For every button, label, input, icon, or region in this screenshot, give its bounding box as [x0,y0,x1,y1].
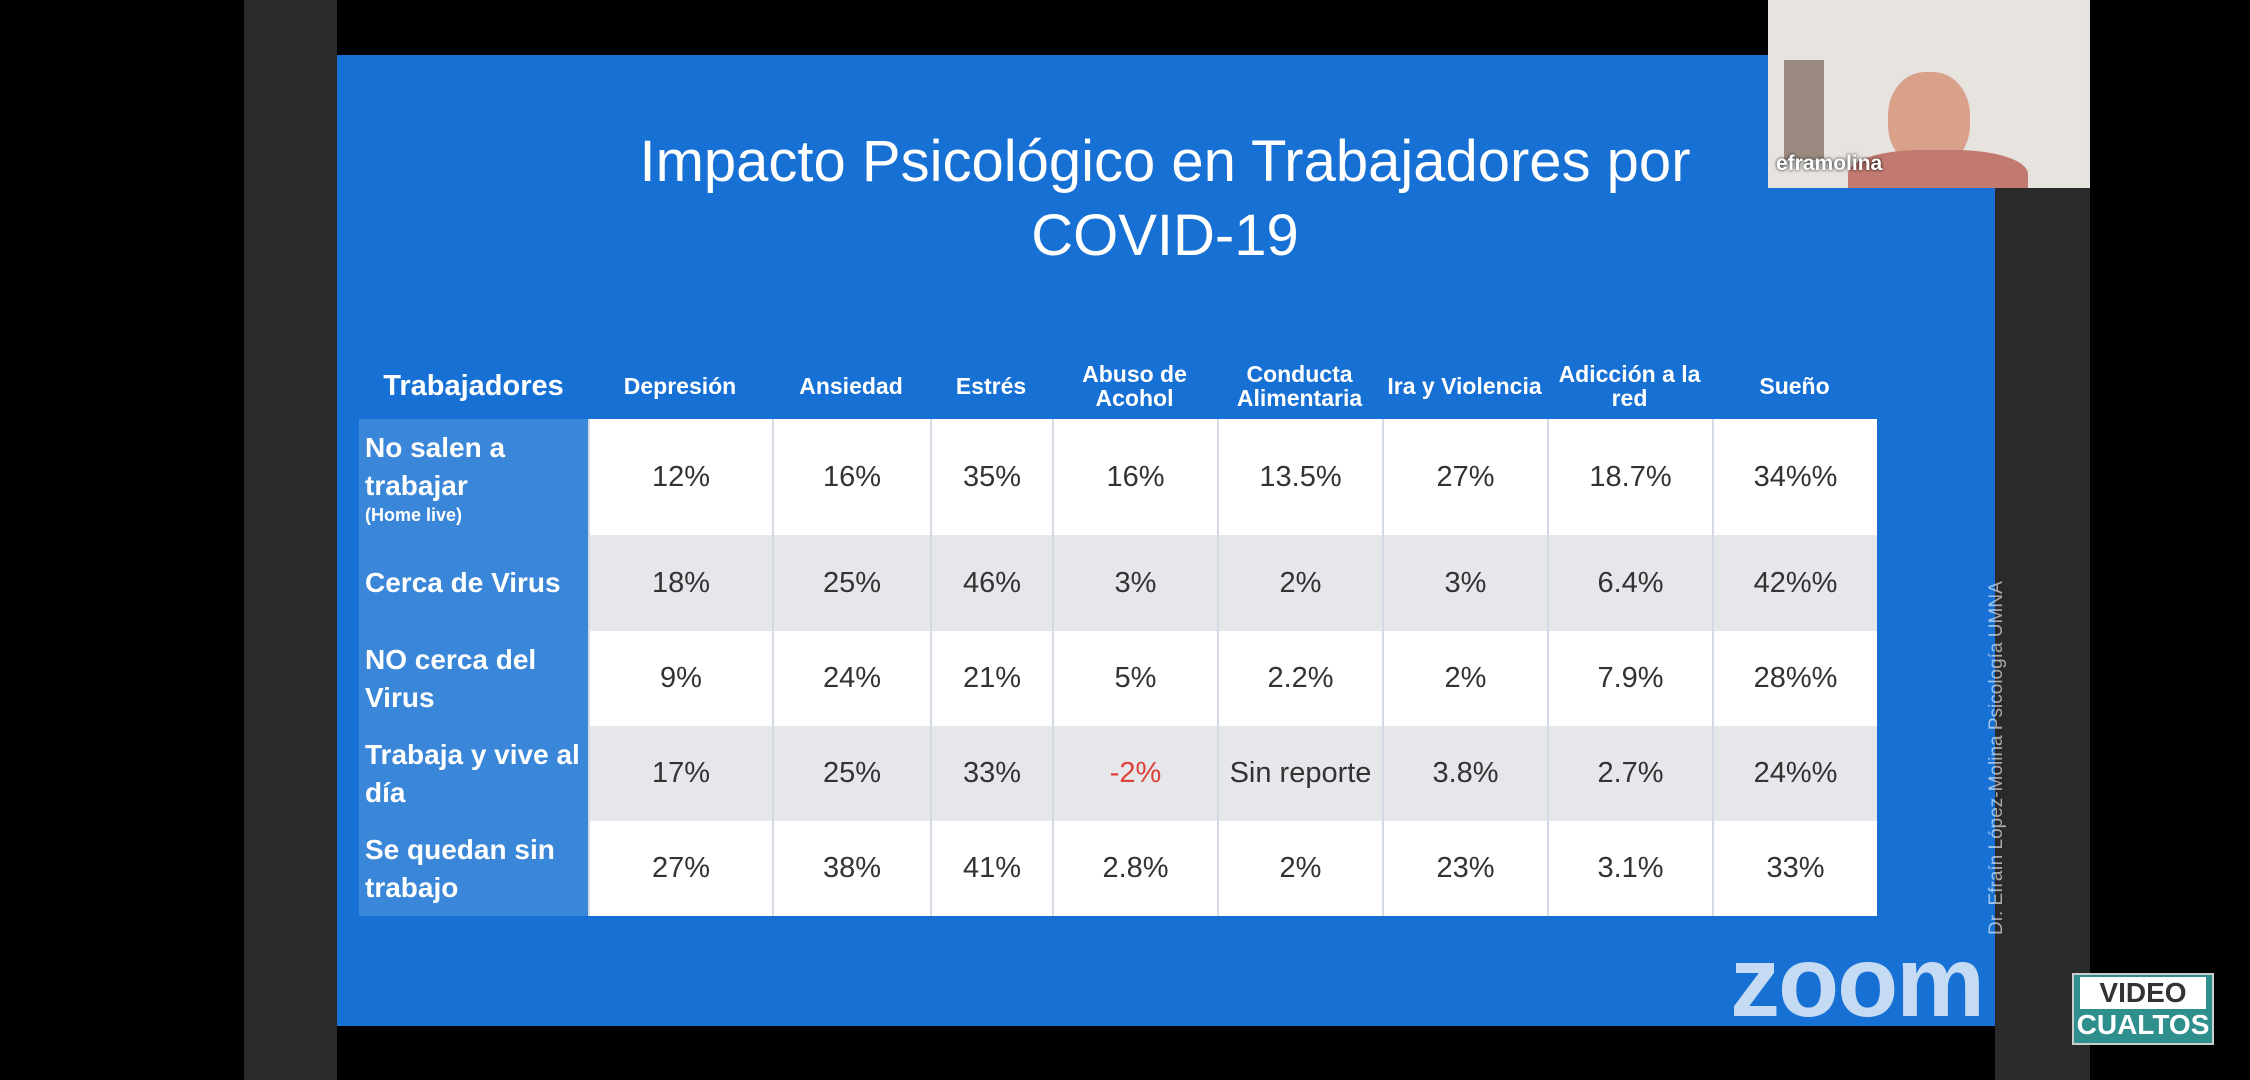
cell: 5% [1052,631,1217,726]
cell: 16% [772,419,930,535]
cell: -2% [1052,726,1217,821]
row-label: Se quedan sin trabajo [365,833,555,903]
row-header: Se quedan sin trabajo [359,821,588,916]
column-header: Depresión [623,372,737,399]
cell: 2% [1217,821,1382,916]
cell: 25% [772,726,930,821]
cell: 7.9% [1547,631,1712,726]
cell: 3.1% [1547,821,1712,916]
cell: 3% [1382,535,1547,631]
slide-title: Impacto Psicológico en Trabajadores por … [639,129,1691,268]
table: Trabajadores Depresión Ansiedad Estrés Abuso… [359,352,1877,916]
row-header: No salen a trabajar (Home live) [359,419,588,535]
cell: 46% [930,535,1052,631]
cell: 2% [1382,631,1547,726]
cell: 13.5% [1217,419,1382,535]
cell: 24%% [1712,726,1877,821]
cell: 25% [772,535,930,631]
cell: 6.4% [1547,535,1712,631]
side-strip [244,0,337,1080]
cell: 9% [588,631,772,726]
cell: 41% [930,821,1052,916]
column-header: Ira y Violencia [1387,372,1542,399]
column-header: Adicción a la red [1558,360,1701,411]
participant-name: eframolina [1776,152,1883,175]
body [1848,150,2028,188]
cell: 24% [772,631,930,726]
row-header: Trabaja y vive al día [359,726,588,821]
column-header: Ansiedad [799,372,903,399]
cell: 28%% [1712,631,1877,726]
column-header: Abuso de Acohol [1082,360,1187,411]
row-label: No salen a trabajar [365,432,506,501]
cell: 3% [1052,535,1217,631]
cell: 12% [588,419,772,535]
column-header: Estrés [955,372,1027,399]
background-object [1784,60,1824,160]
column-header: Sueño [1759,372,1830,399]
cell: 27% [1382,419,1547,535]
cell: 23% [1382,821,1547,916]
credit: Dr. Efraín López-Molina Psicología UMNA [1986,581,2007,935]
cell: 16% [1052,419,1217,535]
cell: 33% [930,726,1052,821]
row-label: NO cerca del Virus [365,643,537,713]
zoom-watermark: zoom [1730,926,1985,1038]
cell: 33% [1712,821,1877,916]
cell: 2.2% [1217,631,1382,726]
participant-video[interactable]: eframolina [1768,0,2090,188]
cell: 27% [588,821,772,916]
column-header: Conducta Alimentaria [1236,360,1363,411]
logo-line: VIDEO [2080,977,2206,1009]
slide: Impacto Psicológico en Trabajadores por … [337,55,2007,1026]
cell: 2.8% [1052,821,1217,916]
cell: 18.7% [1547,419,1712,535]
cell: 38% [772,821,930,916]
cell: 34%% [1712,419,1877,535]
cell: Sin reporte [1217,726,1382,821]
cell: 21% [930,631,1052,726]
row-header: Cerca de Virus [359,535,588,631]
row-note: (Home live) [365,505,463,525]
cell: 3.8% [1382,726,1547,821]
cell: 2% [1217,535,1382,631]
cell: 18% [588,535,772,631]
cell: 17% [588,726,772,821]
row-label: Trabaja y vive al día [365,738,580,808]
cell: 35% [930,419,1052,535]
column-header: Trabajadores [383,369,564,402]
cell: 42%% [1712,535,1877,631]
cell: 2.7% [1547,726,1712,821]
logo: VIDEO CUALTOS [2072,973,2214,1045]
row-label: Cerca de Virus [365,567,561,598]
logo-line: CUALTOS [2076,1009,2210,1040]
row-header: NO cerca del Virus [359,631,588,726]
